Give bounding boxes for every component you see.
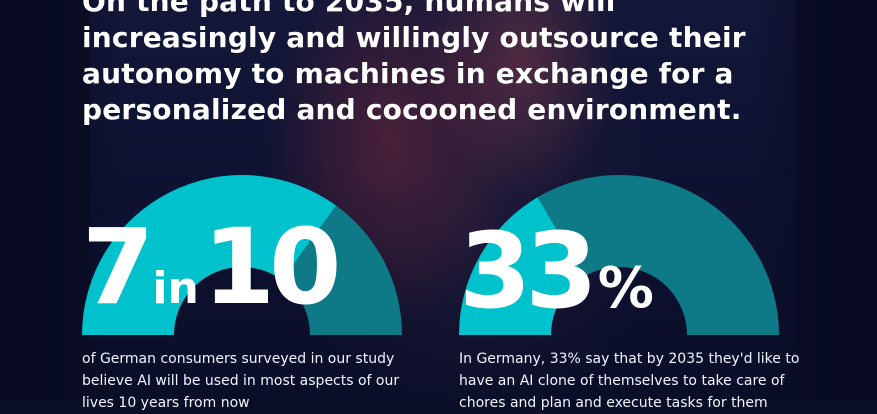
stat-ai-clone: 33% [459, 175, 779, 335]
gauge-rest [281, 205, 402, 335]
stat-connector: in [152, 263, 199, 314]
stat-description-ai-clone: In Germany, 33% say that by 2035 they'd … [459, 351, 800, 411]
stat-unit: % [597, 256, 654, 321]
stat-ai-usage: 7in10 [82, 175, 402, 335]
headline: On the path to 2035, humans will increas… [82, 0, 746, 126]
stat-number-b: 10 [202, 206, 342, 328]
stat-number-value: 33 [459, 210, 598, 332]
stat-number: 33% [459, 219, 654, 341]
gauge-fill [459, 197, 585, 335]
gauge-rest [537, 175, 779, 335]
gauge-ai-usage [82, 175, 402, 335]
stat-number-a: 7 [82, 206, 154, 328]
gauge-ai-clone [459, 175, 779, 335]
stat-description-ai-usage: of German consumers surveyed in our stud… [82, 351, 400, 411]
gauge-fill [82, 175, 337, 335]
stat-number: 7in10 [82, 215, 342, 341]
